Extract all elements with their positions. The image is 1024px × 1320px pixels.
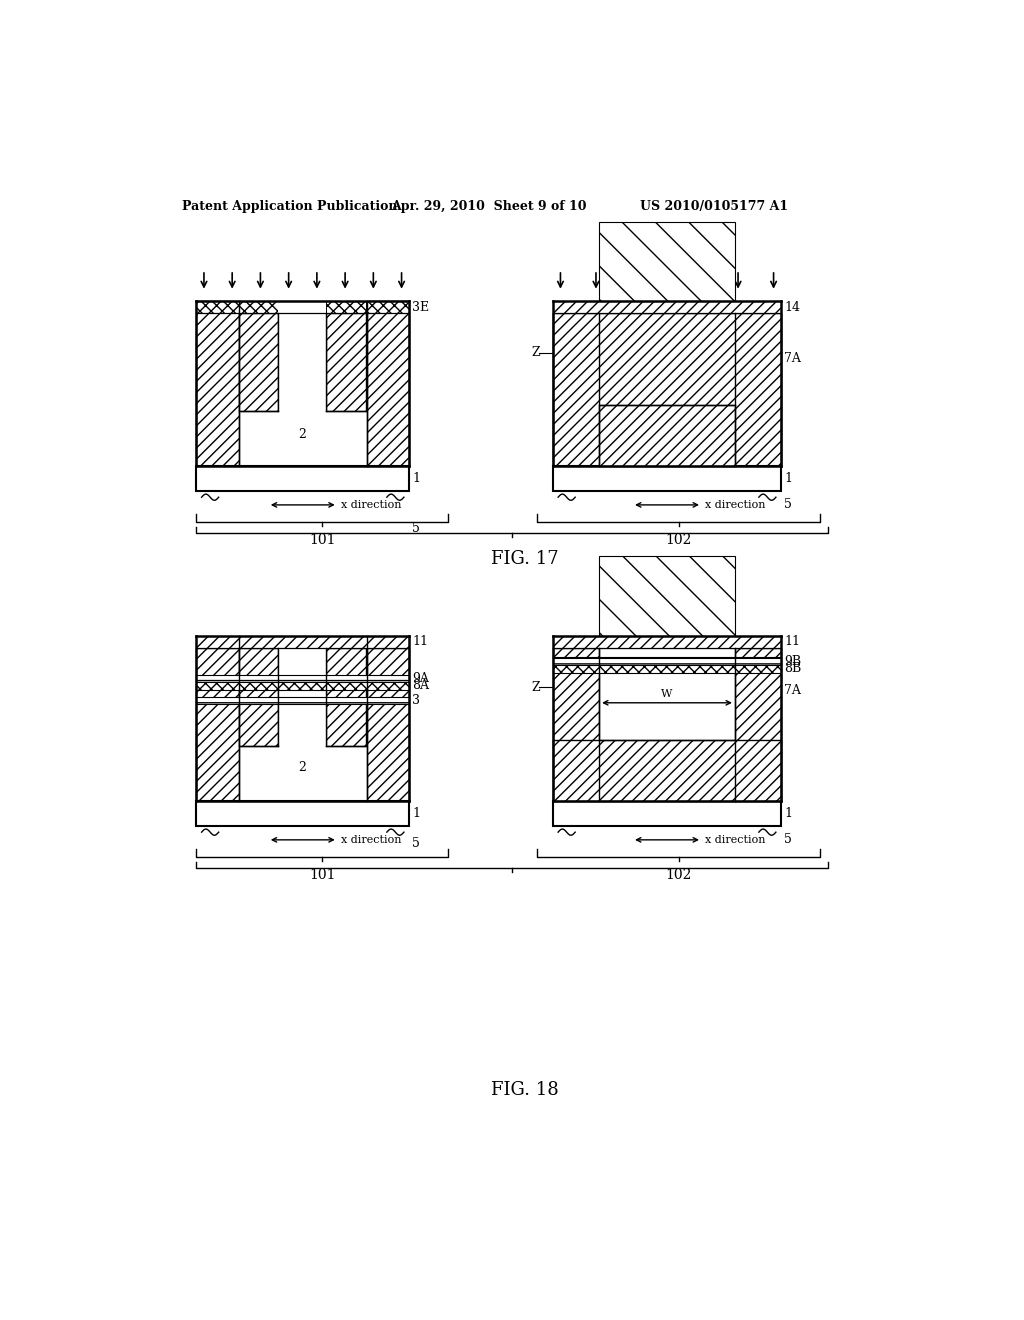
Text: 101: 101 [309, 867, 336, 882]
Text: 9A: 9A [413, 672, 429, 685]
Bar [735, 313, 781, 466]
Text: x direction: x direction [341, 500, 401, 510]
Text: Z: Z [531, 346, 540, 359]
Bar [553, 739, 781, 801]
Text: 102: 102 [666, 867, 692, 882]
Text: 2: 2 [298, 760, 306, 774]
Bar [279, 313, 327, 411]
Bar [197, 636, 410, 648]
Bar [197, 466, 410, 491]
Bar [197, 682, 410, 689]
Text: 14: 14 [784, 301, 801, 314]
Text: 11: 11 [784, 635, 801, 648]
Bar [367, 301, 410, 313]
Bar [239, 313, 279, 411]
Text: 7A: 7A [784, 684, 802, 697]
Bar [553, 648, 599, 801]
Text: 2: 2 [298, 428, 306, 441]
Bar [197, 301, 239, 313]
Bar [279, 648, 327, 746]
Bar [327, 648, 366, 746]
Bar [599, 557, 735, 648]
Bar [327, 313, 366, 411]
Text: Patent Application Publication: Patent Application Publication [182, 199, 397, 213]
Text: FIG. 18: FIG. 18 [490, 1081, 559, 1100]
Bar [599, 222, 735, 313]
Bar [553, 801, 781, 826]
Text: FIG. 17: FIG. 17 [490, 550, 559, 568]
Text: 3: 3 [413, 694, 421, 708]
Text: W: W [662, 689, 673, 698]
Bar [553, 665, 781, 673]
Bar [197, 697, 410, 705]
Bar [367, 301, 410, 466]
Bar [367, 648, 410, 801]
Text: 5: 5 [784, 499, 793, 511]
Bar [553, 313, 781, 466]
Text: 5: 5 [413, 521, 420, 535]
Bar [197, 648, 239, 801]
Text: Z: Z [531, 681, 540, 694]
Text: 1: 1 [413, 807, 421, 820]
Bar [197, 801, 410, 826]
Bar [735, 648, 781, 801]
Text: x direction: x direction [705, 500, 766, 510]
Text: Apr. 29, 2010  Sheet 9 of 10: Apr. 29, 2010 Sheet 9 of 10 [391, 199, 587, 213]
Text: 8B: 8B [784, 663, 802, 676]
Text: x direction: x direction [705, 834, 766, 845]
Bar [279, 301, 327, 313]
Text: 1: 1 [784, 473, 793, 486]
Text: 1: 1 [413, 473, 421, 486]
Bar [553, 301, 781, 313]
Bar [553, 636, 781, 648]
Text: 11: 11 [413, 635, 428, 648]
Bar [197, 675, 410, 682]
Text: 7A: 7A [784, 352, 802, 366]
Text: 1: 1 [784, 807, 793, 820]
Bar [553, 657, 781, 665]
Text: 5: 5 [784, 833, 793, 846]
Text: 101: 101 [309, 533, 336, 546]
Text: 8A: 8A [413, 680, 429, 693]
Text: US 2010/0105177 A1: US 2010/0105177 A1 [640, 199, 787, 213]
Bar [239, 648, 279, 746]
Text: 9B: 9B [784, 655, 802, 668]
Text: 5: 5 [413, 837, 420, 850]
Text: 102: 102 [666, 533, 692, 546]
Bar [197, 301, 239, 466]
Bar [553, 466, 781, 491]
Bar [239, 301, 279, 313]
Bar [327, 301, 366, 313]
Bar [599, 405, 735, 466]
Text: 3E: 3E [413, 301, 429, 314]
Bar [553, 313, 599, 466]
Text: x direction: x direction [341, 834, 401, 845]
